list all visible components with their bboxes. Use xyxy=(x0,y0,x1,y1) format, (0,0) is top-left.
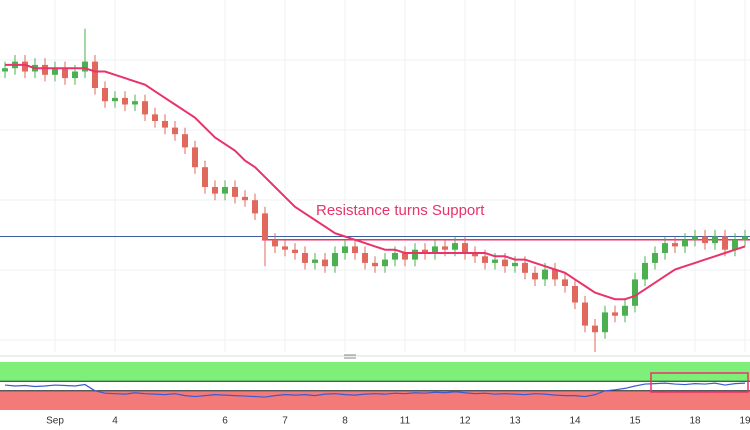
candle-body xyxy=(392,253,398,260)
candle-body xyxy=(702,236,708,244)
x-tick-label: 11 xyxy=(400,416,411,427)
candle-body xyxy=(592,325,598,333)
candle-body xyxy=(22,61,28,72)
candle-body xyxy=(502,259,508,267)
candle-body xyxy=(482,256,488,263)
candle-body xyxy=(662,243,668,253)
candle-body xyxy=(362,253,368,263)
candle-body xyxy=(742,236,748,240)
grid xyxy=(0,59,750,341)
candle-body xyxy=(352,246,358,253)
candle-body xyxy=(232,187,238,197)
candle-body xyxy=(422,249,428,253)
candle-body xyxy=(452,243,458,250)
candle-body xyxy=(632,279,638,306)
candle-body xyxy=(82,61,88,72)
candle-body xyxy=(432,246,438,253)
candle-body xyxy=(492,259,498,263)
candle-body xyxy=(652,253,658,263)
candle-body xyxy=(202,167,208,187)
candle-body xyxy=(342,246,348,253)
x-tick-label: Sep xyxy=(46,416,64,427)
x-axis-band xyxy=(0,412,750,430)
candle-body xyxy=(472,253,478,257)
candle-body xyxy=(322,259,328,267)
candle-body xyxy=(292,249,298,253)
candle-body xyxy=(252,200,258,214)
x-tick-label: 18 xyxy=(689,416,701,427)
candle-body xyxy=(732,239,738,250)
candle-body xyxy=(332,253,338,267)
candle-body xyxy=(542,269,548,280)
candle-body xyxy=(402,253,408,260)
candle-body xyxy=(382,259,388,267)
candle-body xyxy=(692,236,698,240)
x-tick-label: 14 xyxy=(569,416,581,427)
candle-body xyxy=(222,187,228,194)
annotation: Resistance turns Support xyxy=(316,202,485,219)
x-tick-label: 12 xyxy=(459,416,471,427)
indicator-upper-zone xyxy=(0,362,750,382)
candle-body xyxy=(312,259,318,263)
x-tick-label: 15 xyxy=(629,416,641,427)
candle-body xyxy=(272,239,278,247)
candle-body xyxy=(152,114,158,121)
candle-body xyxy=(92,61,98,88)
candle-body xyxy=(192,147,198,168)
candle-body xyxy=(462,243,468,253)
resize-handle[interactable] xyxy=(344,354,356,359)
x-tick-label: 7 xyxy=(282,416,288,427)
candle-body xyxy=(242,196,248,201)
candle-body xyxy=(52,68,58,75)
candle-body xyxy=(672,243,678,247)
candle-body xyxy=(212,187,218,194)
candle-body xyxy=(112,97,118,102)
candle-body xyxy=(552,269,558,280)
moving-average xyxy=(5,63,746,301)
candle-body xyxy=(642,262,648,280)
x-tick-label: 6 xyxy=(222,416,228,427)
candle-body xyxy=(102,88,108,102)
candle-body xyxy=(602,312,608,333)
candle-body xyxy=(572,286,578,303)
candle-body xyxy=(302,253,308,263)
candle-body xyxy=(142,101,148,115)
x-tick-label: 13 xyxy=(509,416,521,427)
x-tick-label: 8 xyxy=(342,416,348,427)
candle-body xyxy=(282,246,288,250)
candle-body xyxy=(122,97,128,105)
candle-body xyxy=(682,239,688,247)
candle-body xyxy=(2,68,8,72)
highlight-box xyxy=(650,372,749,393)
candle-body xyxy=(582,302,588,326)
x-tick-label: 4 xyxy=(112,416,118,427)
candle-body xyxy=(622,305,628,316)
candle-body xyxy=(512,262,518,267)
candle-body xyxy=(612,312,618,316)
candle-body xyxy=(412,249,418,260)
candle-body xyxy=(72,71,78,79)
candle-body xyxy=(162,121,168,128)
candle-body xyxy=(442,246,448,250)
candle-body xyxy=(712,236,718,244)
candle-body xyxy=(262,213,268,240)
candle-body xyxy=(172,127,178,135)
candle-body xyxy=(62,68,68,79)
candle-body xyxy=(132,101,138,105)
candle-body xyxy=(522,262,528,273)
candle-body xyxy=(42,64,48,75)
candle-body xyxy=(722,236,728,250)
candle-body xyxy=(532,272,538,280)
candle-body xyxy=(182,134,188,148)
candle-body xyxy=(562,279,568,286)
candle-body xyxy=(372,262,378,267)
x-tick-label: 19 xyxy=(739,416,750,427)
indicator-line xyxy=(4,382,746,398)
